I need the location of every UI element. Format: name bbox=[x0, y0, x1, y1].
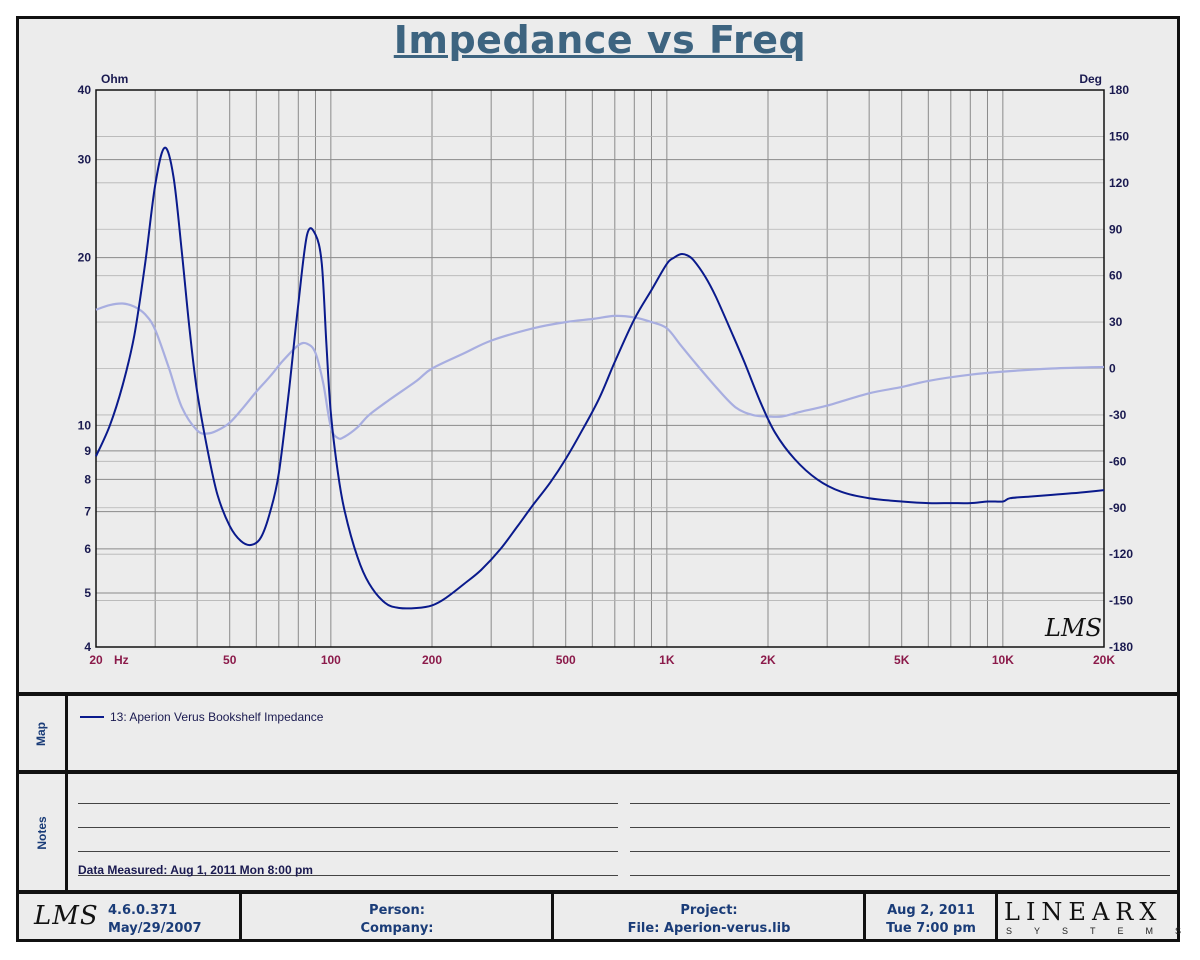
x-tick-label: 50 bbox=[223, 653, 237, 667]
note-line bbox=[630, 875, 1170, 876]
y-left-tick-label: 20 bbox=[78, 251, 92, 265]
version-date-text: May/29/2007 bbox=[108, 921, 202, 936]
footer-date: Aug 2, 2011 bbox=[887, 903, 975, 918]
footer-sep bbox=[863, 894, 866, 942]
x-tick-label: 200 bbox=[422, 653, 442, 667]
y-right-tick-label: 120 bbox=[1109, 176, 1129, 190]
phase-series-line bbox=[95, 302, 1105, 440]
note-line bbox=[78, 803, 618, 804]
y-right-tick-label: -150 bbox=[1109, 594, 1133, 608]
footer-sep bbox=[551, 894, 554, 942]
grid-layer bbox=[95, 89, 1105, 648]
plot-border bbox=[95, 89, 1105, 648]
y-left-tick-label: 6 bbox=[84, 542, 91, 556]
y-left-tick-label: 10 bbox=[78, 418, 92, 432]
y-left-tick-label: 8 bbox=[84, 472, 91, 486]
x-tick-label: 5K bbox=[894, 653, 910, 667]
y-right-tick-label: 60 bbox=[1109, 269, 1123, 283]
note-line bbox=[78, 851, 618, 852]
legend-swatch bbox=[80, 716, 104, 718]
y-left-tick-label: 5 bbox=[84, 586, 91, 600]
y-right-tick-label: 180 bbox=[1109, 83, 1129, 97]
y-left-tick-label: 9 bbox=[84, 444, 91, 458]
impedance-series-line bbox=[95, 146, 1105, 610]
divider-notes-top bbox=[16, 770, 1180, 774]
x-tick-label: 100 bbox=[321, 653, 341, 667]
footer-time: Tue 7:00 pm bbox=[886, 921, 976, 936]
y-right-axis-label: Deg bbox=[1079, 72, 1102, 86]
legend-label: 13: Aperion Verus Bookshelf Impedance bbox=[110, 710, 324, 724]
linearx-logo: LINEARX bbox=[1004, 898, 1163, 926]
divider-footer-top bbox=[16, 890, 1180, 894]
footer-sep bbox=[239, 894, 242, 942]
x-tick-label: 500 bbox=[556, 653, 576, 667]
y-right-tick-label: 30 bbox=[1109, 315, 1123, 329]
map-label: Map bbox=[34, 722, 48, 746]
series-layer bbox=[95, 146, 1105, 610]
x-tick-label: 20 bbox=[89, 653, 103, 667]
y-right-tick-label: -60 bbox=[1109, 454, 1127, 468]
note-line bbox=[630, 803, 1170, 804]
note-line bbox=[630, 827, 1170, 828]
y-left-axis-label: Ohm bbox=[101, 72, 128, 86]
person-label: Person: bbox=[369, 903, 425, 918]
y-left-tick-label: 4 bbox=[84, 640, 91, 654]
notes-label: Notes bbox=[35, 816, 49, 850]
lms-watermark: LMS bbox=[1044, 614, 1102, 642]
y-right-tick-label: -90 bbox=[1109, 501, 1127, 515]
company-label: Company: bbox=[360, 921, 434, 936]
systems-logo: SYSTEMS bbox=[1006, 926, 1200, 936]
y-right-tick-label: -30 bbox=[1109, 408, 1127, 422]
note-line bbox=[78, 875, 618, 876]
y-right-tick-label: -180 bbox=[1109, 640, 1133, 654]
y-left-tick-label: 40 bbox=[78, 83, 92, 97]
y-right-tick-label: -120 bbox=[1109, 547, 1133, 561]
divider-side-notes bbox=[65, 774, 68, 890]
y-left-tick-label: 30 bbox=[78, 153, 92, 167]
y-left-tick-label: 7 bbox=[84, 505, 91, 519]
x-unit-label: Hz bbox=[114, 653, 129, 667]
footer-sep bbox=[995, 894, 998, 942]
note-line bbox=[630, 851, 1170, 852]
x-tick-label: 1K bbox=[659, 653, 675, 667]
x-tick-label: 20K bbox=[1093, 653, 1115, 667]
y-right-tick-label: 150 bbox=[1109, 129, 1129, 143]
y-right-tick-label: 0 bbox=[1109, 362, 1116, 376]
data-measured-text: Data Measured: Aug 1, 2011 Mon 8:00 pm bbox=[78, 863, 313, 877]
file-label: File: Aperion-verus.lib bbox=[627, 921, 791, 936]
note-line bbox=[78, 827, 618, 828]
x-tick-label: 2K bbox=[760, 653, 776, 667]
divider-side-map bbox=[65, 696, 68, 770]
ticks-layer: 4 5 6 7 8 9 10 20 30 40 180 150 120 90 60 30 0 -30 -60 -90 -… bbox=[78, 72, 1134, 667]
y-right-tick-label: 90 bbox=[1109, 222, 1123, 236]
version-text: 4.6.0.371 bbox=[108, 903, 178, 918]
project-label: Project: bbox=[680, 903, 738, 918]
legend-item: 13: Aperion Verus Bookshelf Impedance bbox=[80, 710, 323, 724]
footer-lms-logo: LMS bbox=[34, 901, 99, 931]
chart-title: Impedance vs Freq bbox=[393, 18, 807, 62]
x-tick-label: 10K bbox=[992, 653, 1014, 667]
divider-map-top bbox=[16, 692, 1180, 696]
